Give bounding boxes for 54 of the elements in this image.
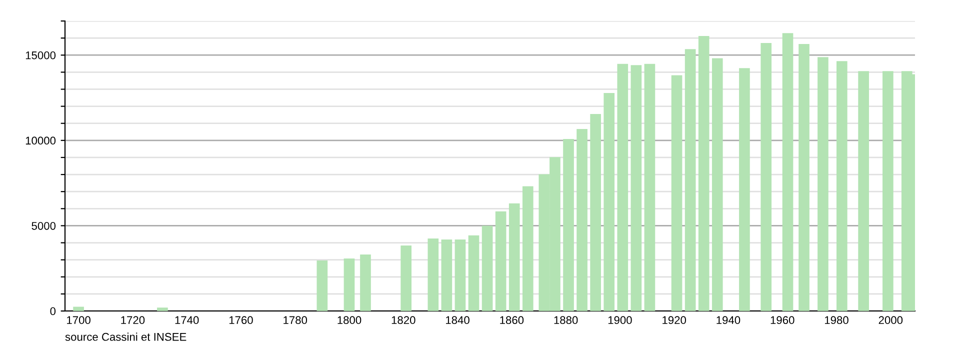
bar — [157, 308, 168, 311]
bar — [495, 211, 506, 311]
bar — [563, 139, 574, 311]
bar — [671, 75, 682, 311]
bar — [468, 235, 480, 311]
x-tick-label: 1920 — [662, 316, 686, 324]
x-tick-label: 1700 — [67, 316, 90, 324]
x-tick-label: 1760 — [229, 316, 253, 324]
bar — [644, 64, 656, 311]
bar — [508, 203, 520, 311]
bar — [590, 114, 601, 311]
bar — [798, 44, 810, 311]
bar — [698, 36, 710, 311]
bar — [712, 58, 723, 311]
bar — [428, 238, 439, 311]
x-tick-label: 1980 — [824, 316, 848, 324]
bar — [360, 254, 371, 311]
y-tick-label: 10000 — [26, 136, 56, 145]
bar — [316, 260, 328, 311]
bar — [739, 68, 750, 311]
bar — [454, 240, 466, 311]
bar — [441, 240, 452, 311]
bar — [684, 49, 696, 311]
bar — [522, 186, 534, 311]
bar — [617, 64, 628, 311]
x-tick-label: 1900 — [608, 316, 632, 324]
bar — [73, 306, 84, 311]
x-tick-label: 1940 — [716, 316, 740, 324]
bar — [836, 61, 848, 311]
y-tick-label: 15000 — [26, 51, 56, 60]
bar — [604, 92, 615, 311]
bar — [818, 57, 828, 311]
bar — [576, 128, 588, 311]
bar — [630, 65, 642, 311]
source-note: source Cassini et INSEE — [65, 332, 186, 341]
x-tick-label: 2000 — [878, 316, 903, 324]
bar — [482, 226, 493, 311]
x-tick-label: 1860 — [500, 316, 524, 324]
x-tick-label: 1720 — [121, 316, 145, 324]
bar — [858, 71, 869, 311]
x-tick-label: 1820 — [392, 316, 416, 324]
bar — [760, 43, 772, 311]
y-tick-label: 0 — [50, 307, 56, 316]
bar — [882, 71, 894, 311]
bar — [400, 245, 412, 311]
x-tick-label: 1840 — [446, 316, 470, 324]
x-tick-label: 1960 — [770, 316, 794, 324]
x-tick-label: 1740 — [175, 316, 199, 324]
x-tick-label: 1880 — [554, 316, 578, 324]
y-tick-label: 5000 — [32, 222, 56, 230]
x-tick-label: 1800 — [338, 316, 362, 324]
bar — [782, 33, 794, 311]
x-tick-label: 1780 — [284, 316, 308, 324]
bar — [344, 258, 355, 311]
